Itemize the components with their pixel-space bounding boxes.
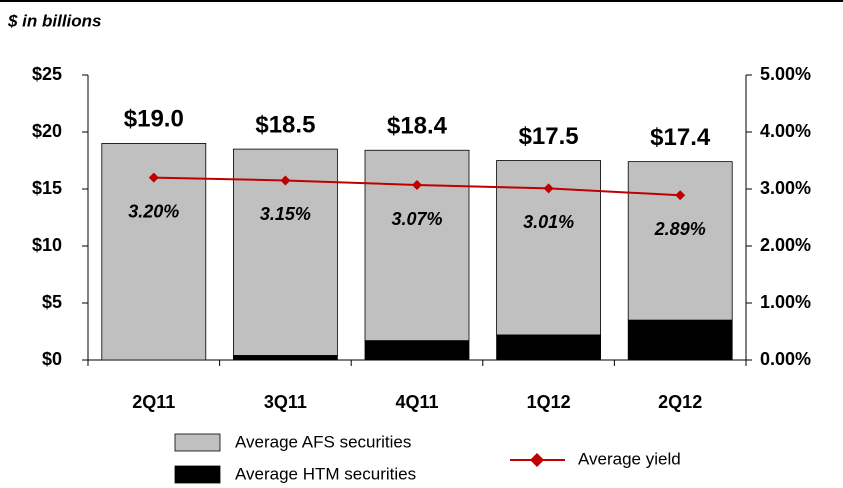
x-tick-label: 3Q11 — [264, 392, 307, 412]
total-label: $19.0 — [124, 106, 184, 133]
data-label: 3.07% — [391, 209, 442, 229]
legend-label: Average AFS securities — [235, 432, 411, 451]
bar-segment — [364, 340, 470, 361]
y2-tick-label: 1.00% — [760, 292, 811, 312]
bar-segment — [364, 149, 470, 342]
y2-tick-label: 0.00% — [760, 349, 811, 369]
legend-marker — [530, 453, 544, 467]
y-tick-label: $25 — [32, 64, 62, 84]
y-tick-label: $20 — [32, 121, 62, 141]
y2-tick-label: 4.00% — [760, 121, 811, 141]
total-label: $18.4 — [387, 113, 448, 140]
data-label: 3.20% — [128, 201, 179, 221]
line-marker — [280, 175, 291, 186]
line-marker — [148, 172, 159, 183]
y-tick-label: $10 — [32, 235, 62, 255]
y-tick-label: $15 — [32, 178, 62, 198]
y2-tick-label: 5.00% — [760, 64, 811, 84]
x-tick-label: 2Q11 — [132, 392, 175, 412]
x-tick-label: 2Q12 — [658, 392, 702, 412]
x-tick-label: 1Q12 — [527, 392, 571, 412]
chart-subtitle: $ in billions — [7, 11, 102, 30]
legend-swatch — [174, 433, 221, 452]
legend-label: Average yield — [578, 449, 681, 468]
y2-tick-label: 3.00% — [760, 178, 811, 198]
bar-segment — [496, 334, 602, 361]
data-label: 3.15% — [260, 204, 311, 224]
legend-swatch — [174, 465, 221, 484]
y2-tick-label: 2.00% — [760, 235, 811, 255]
line-marker — [543, 183, 554, 194]
y-tick-label: $5 — [42, 292, 62, 312]
legend-label: Average HTM securities — [235, 464, 416, 483]
y-tick-label: $0 — [42, 349, 62, 369]
data-label: 3.01% — [523, 212, 574, 232]
total-label: $17.4 — [650, 124, 711, 151]
bar-segment — [627, 319, 733, 361]
bar-segment — [627, 161, 733, 321]
bar-segment — [232, 355, 338, 361]
line-marker — [412, 180, 422, 191]
total-label: $18.5 — [255, 111, 315, 138]
data-label: 2.89% — [654, 219, 706, 239]
x-tick-label: 4Q11 — [395, 392, 438, 412]
line-marker — [675, 190, 686, 201]
total-label: $17.5 — [519, 123, 579, 150]
